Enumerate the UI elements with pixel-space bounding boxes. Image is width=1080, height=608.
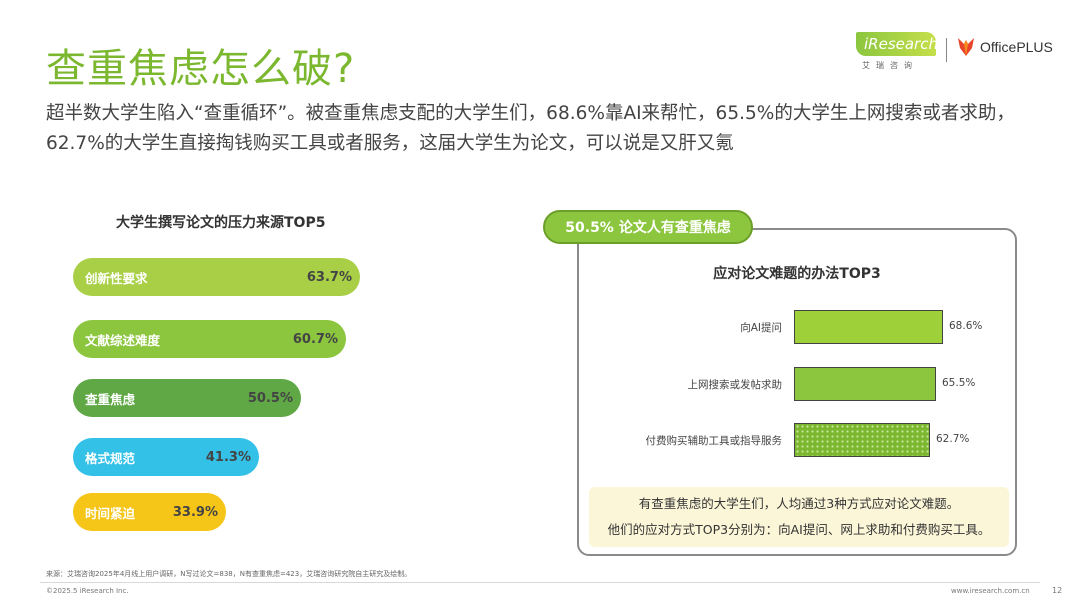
officeplus-logo: OfficePLUS bbox=[956, 36, 1053, 58]
left-chart-bar-label: 时间紧迫 bbox=[85, 505, 136, 521]
logo-divider bbox=[946, 38, 947, 62]
footer-divider bbox=[40, 582, 1040, 583]
right-chart-bar bbox=[794, 367, 936, 401]
summary-note-line1: 有查重焦虑的大学生们，人均通过3种方式应对论文难题。 bbox=[638, 496, 960, 511]
left-chart-title: 大学生撰写论文的压力来源TOP5 bbox=[116, 215, 326, 231]
left-chart-bar: 创新性要求 63.7% bbox=[73, 258, 360, 296]
left-chart-bar-label: 创新性要求 bbox=[85, 270, 148, 286]
right-chart-bar bbox=[794, 423, 930, 457]
page-subtitle: 超半数大学生陷入“查重循环”。被查重焦虑支配的大学生们，68.6%靠AI来帮忙，… bbox=[46, 103, 1015, 154]
left-chart-bar: 文献综述难度 60.7% bbox=[73, 320, 346, 358]
website-link[interactable]: www.iresearch.com.cn bbox=[951, 587, 1030, 595]
left-chart-bar-label: 查重焦虑 bbox=[85, 391, 136, 407]
left-chart-bar: 时间紧迫 33.9% bbox=[73, 493, 226, 531]
right-chart-bar-value: 62.7% bbox=[936, 433, 970, 445]
copyright: ©2025.5 iResearch Inc. bbox=[46, 587, 129, 595]
iresearch-logo-text: iResearch bbox=[864, 35, 938, 53]
left-chart-bar-value: 50.5% bbox=[247, 390, 293, 406]
left-chart-bar-value: 41.3% bbox=[205, 449, 251, 465]
summary-note: 有查重焦虑的大学生们，人均通过3种方式应对论文难题。 他们的应对方式TOP3分别… bbox=[589, 487, 1009, 547]
left-chart-bar: 格式规范 41.3% bbox=[73, 438, 259, 476]
page-title: 查重焦虑怎么破? bbox=[46, 46, 356, 92]
left-chart-bar: 查重焦虑 50.5% bbox=[73, 379, 301, 417]
right-chart-category-label: 上网搜索或发帖求助 bbox=[687, 379, 783, 391]
right-chart-title: 应对论文难题的办法TOP3 bbox=[713, 266, 881, 282]
left-chart-bar-label: 文献综述难度 bbox=[85, 332, 161, 348]
coping-methods-panel: 应对论文难题的办法TOP3 向AI提问 68.6% 上网搜索或发帖求助 65.5% 付费… bbox=[577, 228, 1017, 556]
right-chart-category-label: 向AI提问 bbox=[740, 322, 782, 334]
left-chart-bar-label: 格式规范 bbox=[85, 450, 136, 466]
summary-note-line2: 他们的应对方式TOP3分别为：向AI提问、网上求助和付费购买工具。 bbox=[607, 522, 991, 537]
anxiety-badge-text: 50.5% 论文人有查重焦虑 bbox=[565, 220, 731, 236]
left-chart-bar-value: 60.7% bbox=[292, 331, 338, 347]
right-chart-bar-value: 65.5% bbox=[942, 377, 976, 389]
iresearch-logo: iResearch 艾瑞咨询 bbox=[856, 32, 938, 72]
left-chart-bar-value: 33.9% bbox=[172, 504, 218, 520]
left-chart-bar-value: 63.7% bbox=[306, 269, 352, 285]
page-number: 12 bbox=[1052, 586, 1063, 595]
right-chart-category-label: 付费购买辅助工具或指导服务 bbox=[645, 435, 783, 447]
fox-icon bbox=[958, 38, 974, 56]
right-chart-bar bbox=[794, 310, 943, 344]
source-note: 来源：艾瑞咨询2025年4月线上用户调研，N写过论文=838，N有查重焦虑=42… bbox=[46, 570, 412, 578]
anxiety-badge: 50.5% 论文人有查重焦虑 bbox=[543, 210, 753, 244]
right-chart-bar-value: 68.6% bbox=[949, 320, 983, 332]
iresearch-logo-cn: 艾瑞咨询 bbox=[862, 61, 918, 70]
iresearch-logo-mark bbox=[856, 32, 936, 56]
officeplus-logo-text: OfficePLUS bbox=[980, 39, 1053, 55]
